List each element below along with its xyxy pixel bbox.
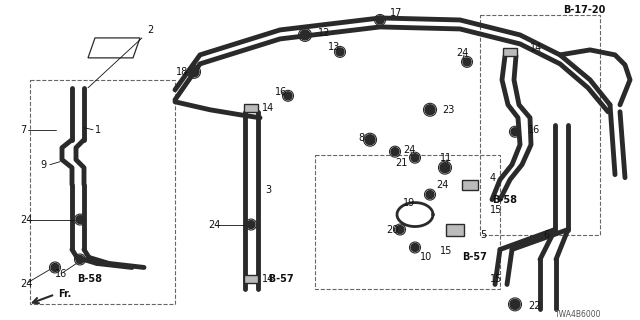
Circle shape: [300, 30, 310, 40]
Text: 1: 1: [95, 125, 101, 135]
Text: 23: 23: [442, 105, 454, 115]
Text: 21: 21: [395, 158, 408, 168]
Text: 10: 10: [420, 252, 432, 262]
Bar: [446, 224, 464, 236]
Text: 16: 16: [55, 269, 67, 279]
Text: 15: 15: [490, 204, 502, 215]
Circle shape: [511, 128, 519, 136]
Text: 14: 14: [530, 43, 542, 53]
Text: 17: 17: [390, 8, 403, 18]
Circle shape: [365, 135, 375, 145]
Text: 5: 5: [480, 229, 486, 240]
Text: 4: 4: [490, 172, 496, 183]
Circle shape: [284, 92, 292, 100]
Text: 14: 14: [262, 275, 275, 284]
Text: 18: 18: [176, 67, 188, 77]
Text: 7: 7: [20, 125, 26, 135]
Circle shape: [425, 105, 435, 115]
Text: 22: 22: [528, 301, 541, 311]
Text: 6: 6: [543, 229, 549, 240]
Text: Fr.: Fr.: [58, 289, 71, 300]
Bar: [503, 48, 517, 56]
Circle shape: [463, 58, 471, 66]
Text: 24: 24: [20, 279, 33, 289]
Circle shape: [391, 148, 399, 156]
Text: 15: 15: [490, 275, 502, 284]
Text: 12: 12: [318, 28, 330, 38]
Text: 8: 8: [358, 133, 364, 143]
Text: B-58: B-58: [77, 275, 102, 284]
Circle shape: [189, 67, 199, 77]
Circle shape: [411, 244, 419, 252]
Circle shape: [396, 226, 404, 234]
Circle shape: [376, 16, 384, 24]
Text: TWA4B6000: TWA4B6000: [555, 310, 602, 319]
Bar: [480, 15, 600, 235]
Circle shape: [510, 300, 520, 309]
Text: 24: 24: [436, 180, 449, 190]
Bar: [462, 180, 478, 190]
Text: 11: 11: [440, 153, 452, 163]
Circle shape: [336, 48, 344, 56]
Bar: [315, 155, 500, 289]
Circle shape: [411, 154, 419, 162]
Text: 14: 14: [262, 103, 275, 113]
Text: 24: 24: [208, 220, 220, 229]
Text: B-57: B-57: [262, 275, 294, 284]
Text: 2: 2: [147, 25, 153, 35]
Text: 13: 13: [328, 42, 340, 52]
Circle shape: [426, 191, 434, 199]
Bar: [244, 104, 258, 112]
Text: 24: 24: [456, 48, 468, 58]
Text: 3: 3: [265, 185, 271, 195]
Text: B-57: B-57: [462, 252, 487, 262]
Text: 15: 15: [440, 246, 452, 257]
Text: B-58: B-58: [492, 195, 517, 204]
Text: 16: 16: [275, 87, 287, 97]
Circle shape: [247, 220, 255, 228]
Text: 20: 20: [386, 225, 398, 235]
Text: 16: 16: [528, 125, 540, 135]
Text: 9: 9: [40, 160, 46, 170]
Circle shape: [440, 163, 450, 173]
Text: 24: 24: [20, 214, 33, 225]
Bar: [30, 80, 175, 304]
Bar: [244, 276, 258, 284]
Text: 19: 19: [403, 197, 415, 208]
Text: B-17-20: B-17-20: [563, 5, 605, 15]
Circle shape: [51, 263, 59, 271]
Circle shape: [76, 216, 84, 224]
Circle shape: [76, 255, 84, 263]
Text: 24: 24: [403, 145, 415, 155]
